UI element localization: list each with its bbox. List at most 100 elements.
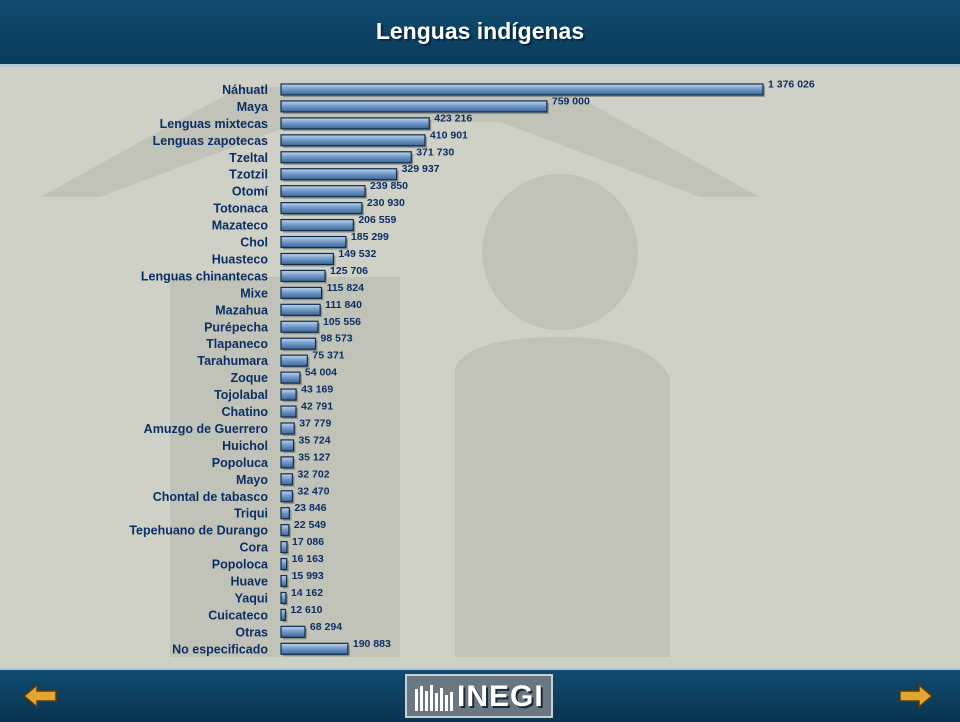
value-label: 32 470 xyxy=(297,485,329,497)
bar xyxy=(280,422,295,435)
bar xyxy=(280,642,349,655)
category-label: Zoque xyxy=(231,371,269,385)
arrow-left-icon[interactable] xyxy=(22,683,58,709)
value-label: 371 730 xyxy=(416,146,454,158)
bar xyxy=(280,439,295,452)
category-label: Cora xyxy=(240,541,270,555)
bar xyxy=(280,320,319,333)
value-label: 16 163 xyxy=(292,553,324,565)
bar xyxy=(280,608,287,622)
category-label: Tepehuano de Durango xyxy=(129,524,268,538)
value-label: 115 824 xyxy=(327,282,365,294)
value-label: 32 702 xyxy=(297,468,329,480)
bar xyxy=(280,591,287,605)
bar xyxy=(280,337,317,350)
category-label: Tojolabal xyxy=(214,388,268,402)
bar xyxy=(280,371,301,384)
category-label: Tzotzil xyxy=(229,168,268,182)
page-title: Lenguas indígenas xyxy=(375,18,585,44)
bar-chart: Náhuatl 1 376 026 Maya 759 000 Lenguas mixte… xyxy=(129,78,815,657)
bar xyxy=(280,303,321,316)
value-label: 190 883 xyxy=(353,638,391,650)
bar xyxy=(280,473,294,486)
category-label: Chontal de tabasco xyxy=(153,490,269,504)
category-label: Amuzgo de Guerrero xyxy=(144,422,269,436)
bar xyxy=(280,625,306,638)
category-label: Maya xyxy=(237,100,269,114)
logo-bars-icon xyxy=(415,685,453,711)
bar xyxy=(280,134,426,147)
category-label: Huave xyxy=(230,575,268,589)
bar xyxy=(280,185,366,198)
category-label: Cuicateco xyxy=(208,608,268,622)
bar xyxy=(280,507,290,520)
bar xyxy=(280,202,363,215)
category-label: Totonaca xyxy=(213,202,269,216)
category-label: Mayo xyxy=(236,473,268,487)
bar xyxy=(280,286,323,299)
category-label: Lenguas chinantecas xyxy=(141,269,268,283)
value-label: 14 162 xyxy=(291,587,323,599)
value-label: 17 086 xyxy=(292,536,324,548)
bar xyxy=(280,388,297,401)
value-label: 98 573 xyxy=(321,333,353,345)
header-bar: Lenguas indígenas xyxy=(0,0,960,67)
value-label: 329 937 xyxy=(402,163,440,175)
value-label: 125 706 xyxy=(330,265,368,277)
category-label: Mazateco xyxy=(212,219,269,233)
footer-bar: INEGI xyxy=(0,668,960,722)
value-label: 239 850 xyxy=(370,180,408,192)
category-label: Huichol xyxy=(222,439,268,453)
category-label: Otomí xyxy=(232,185,269,199)
category-label: Chatino xyxy=(221,405,268,419)
category-label: Tzeltal xyxy=(229,151,268,165)
value-label: 68 294 xyxy=(310,621,342,633)
value-label: 54 004 xyxy=(305,367,337,379)
bar xyxy=(280,218,354,232)
value-label: 185 299 xyxy=(351,231,389,243)
category-label: Popoloca xyxy=(212,558,269,572)
category-label: Popoluca xyxy=(212,456,269,470)
category-label: Huasteco xyxy=(212,252,269,266)
value-label: 42 791 xyxy=(301,401,333,413)
value-label: 149 532 xyxy=(338,248,376,260)
value-label: 37 779 xyxy=(299,417,331,429)
value-label: 410 901 xyxy=(430,129,468,141)
value-label: 35 724 xyxy=(299,434,331,446)
category-label: Tarahumara xyxy=(197,354,269,368)
value-label: 75 371 xyxy=(312,350,344,362)
inegi-logo: INEGI xyxy=(405,674,553,718)
bar xyxy=(280,252,334,266)
category-label: Tlapaneco xyxy=(206,337,268,351)
category-label: Chol xyxy=(240,236,268,250)
category-label: Lenguas mixtecas xyxy=(160,117,268,131)
category-label: Mixe xyxy=(240,286,268,300)
value-label: 12 610 xyxy=(290,604,322,616)
category-label: Mazahua xyxy=(215,303,269,317)
value-label: 206 559 xyxy=(358,214,396,226)
value-label: 23 846 xyxy=(294,502,326,514)
category-label: Purépecha xyxy=(204,320,269,334)
category-label: Lenguas zapotecas xyxy=(153,134,268,148)
category-label: Triqui xyxy=(234,507,268,521)
category-label: Yaqui xyxy=(235,591,268,605)
category-label: No especificado xyxy=(172,642,268,656)
bar xyxy=(280,354,309,367)
value-label: 1 376 026 xyxy=(768,78,815,90)
bar xyxy=(280,168,398,181)
category-label: Otras xyxy=(235,625,268,639)
value-label: 43 169 xyxy=(301,384,333,396)
value-label: 35 127 xyxy=(298,451,330,463)
arrow-right-icon[interactable] xyxy=(898,683,934,709)
category-label: Náhuatl xyxy=(222,83,268,97)
bar xyxy=(280,557,288,571)
value-label: 105 556 xyxy=(323,316,361,328)
bar xyxy=(280,541,288,554)
bar xyxy=(280,151,412,164)
bar xyxy=(280,524,290,537)
value-label: 759 000 xyxy=(552,95,590,107)
value-label: 423 216 xyxy=(434,112,472,124)
value-label: 22 549 xyxy=(294,519,326,531)
bar xyxy=(280,269,326,283)
bar xyxy=(280,117,430,130)
